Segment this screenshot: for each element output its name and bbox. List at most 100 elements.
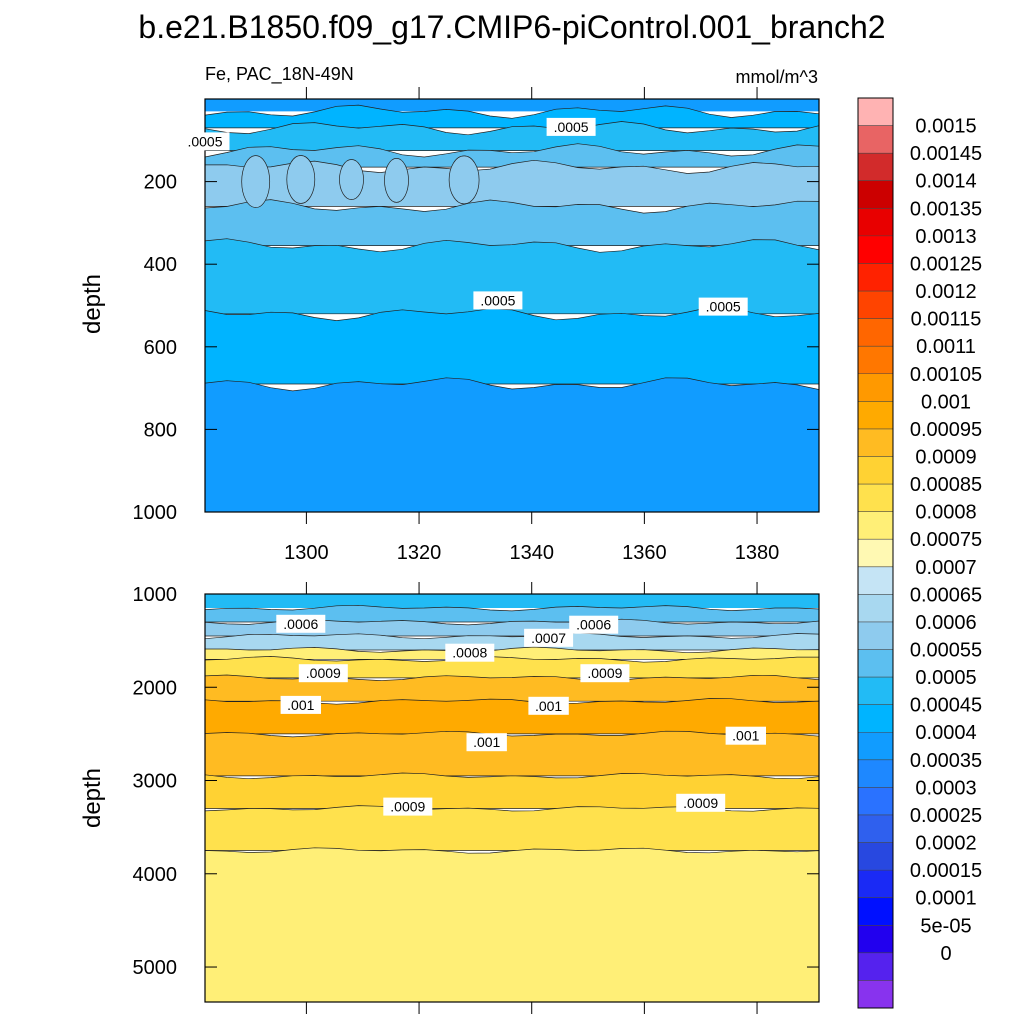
contour-label-bg bbox=[698, 297, 748, 316]
colorbar-swatch bbox=[858, 539, 893, 568]
colorbar-swatch bbox=[858, 373, 893, 402]
contour-label-bg bbox=[383, 797, 433, 816]
contour-patch bbox=[448, 155, 480, 205]
contour-label-bg bbox=[180, 132, 230, 151]
contour-patch bbox=[384, 158, 409, 203]
x-tick-label: 1380 bbox=[735, 542, 780, 564]
colorbar-label: 0.00095 bbox=[910, 419, 982, 441]
colorbar-swatch bbox=[858, 566, 893, 595]
contour-label-bg bbox=[580, 664, 630, 683]
colorbar-swatch bbox=[858, 235, 893, 264]
colorbar-label: 0.0008 bbox=[915, 502, 976, 524]
contour-band bbox=[204, 730, 820, 777]
contour-band bbox=[204, 104, 820, 129]
contour-label: .0009 bbox=[306, 665, 341, 681]
contour-label: .0007 bbox=[531, 630, 566, 646]
contour-band bbox=[204, 604, 820, 623]
y-tick-label: 1000 bbox=[133, 584, 178, 606]
y-tick-label: 2000 bbox=[133, 677, 178, 699]
upper-depth-panel: 200 400 600 800 1000 1300 1320 1340 1360 1380 .000… bbox=[133, 87, 820, 564]
contour-patch bbox=[286, 155, 316, 204]
contour-band bbox=[204, 772, 820, 809]
contour-label-bg bbox=[676, 793, 726, 812]
colorbar-label: 0.0003 bbox=[915, 777, 976, 799]
colorbar-label: 0.00145 bbox=[910, 143, 982, 165]
figure-title: b.e21.B1850.f09_g17.CMIP6-piControl.001_… bbox=[138, 9, 885, 45]
colorbar-label: 0.0005 bbox=[915, 667, 976, 689]
colorbar-swatch bbox=[858, 180, 893, 209]
contour-band bbox=[205, 99, 819, 112]
colorbar-swatch bbox=[858, 208, 893, 237]
colorbar-label: 0.00115 bbox=[911, 309, 982, 331]
contour-label-bg bbox=[276, 614, 326, 633]
contour-label: .001 bbox=[732, 728, 759, 744]
colorbar-label: 0.0007 bbox=[915, 557, 976, 579]
colorbar-swatch bbox=[858, 870, 893, 898]
contour-patch bbox=[339, 159, 364, 200]
contour-label: .0005 bbox=[187, 133, 222, 149]
contour-label-bg bbox=[725, 726, 766, 745]
colorbar-swatch bbox=[858, 897, 893, 926]
y-axis-label-upper: depth bbox=[79, 274, 106, 334]
colorbar-swatch bbox=[858, 291, 893, 319]
colorbar-label: 0.00035 bbox=[910, 750, 982, 772]
contour-label-bg bbox=[528, 696, 569, 715]
colorbar-label: 0.00065 bbox=[910, 584, 982, 606]
colorbar-swatch bbox=[858, 346, 893, 375]
colorbar-label: 0.0001 bbox=[915, 888, 976, 910]
contour-label: .001 bbox=[473, 734, 500, 750]
contour-label: .0005 bbox=[554, 119, 589, 135]
colorbar-label: 0.0011 bbox=[916, 336, 976, 358]
contour-label-bg bbox=[569, 615, 619, 634]
contour-label-bg bbox=[466, 733, 507, 752]
colorbar-swatch bbox=[858, 98, 893, 126]
colorbar-swatch bbox=[858, 952, 893, 981]
contour-band bbox=[204, 847, 820, 1003]
contour-label-bg bbox=[280, 695, 321, 714]
colorbar-swatch bbox=[858, 842, 893, 871]
colorbar-label: 0.0009 bbox=[915, 447, 976, 469]
colorbar-swatch bbox=[858, 318, 893, 347]
contour-label-bg bbox=[445, 643, 495, 662]
colorbar-swatch bbox=[858, 677, 893, 705]
colorbar-label: 0.0015 bbox=[915, 116, 976, 138]
colorbar-swatch bbox=[858, 759, 893, 788]
contour-label: .001 bbox=[535, 698, 562, 714]
colorbar-swatch bbox=[858, 428, 893, 457]
y-tick-label: 600 bbox=[144, 337, 177, 359]
y-tick-label: 4000 bbox=[133, 864, 178, 886]
colorbar-label: 0.00075 bbox=[910, 529, 982, 551]
x-tick-label: 1340 bbox=[509, 542, 554, 564]
colorbar-swatch bbox=[858, 925, 893, 954]
colorbar-swatch bbox=[858, 621, 893, 650]
contour-band bbox=[204, 656, 820, 679]
colorbar-swatch bbox=[858, 511, 893, 540]
colorbar-label: 0.0006 bbox=[915, 612, 976, 634]
colorbar-label: 0.00055 bbox=[910, 640, 982, 662]
colorbar-swatch bbox=[858, 787, 893, 816]
y-tick-label: 400 bbox=[144, 254, 177, 276]
contour-band bbox=[204, 377, 820, 513]
colorbar-swatch bbox=[858, 594, 893, 623]
contour-label: .0009 bbox=[587, 665, 622, 681]
contour-band bbox=[204, 121, 820, 151]
colorbar-label: 0.00025 bbox=[910, 805, 982, 827]
y-axis-label-lower: depth bbox=[79, 768, 106, 828]
contour-band bbox=[204, 805, 820, 851]
colorbar-swatch bbox=[858, 456, 893, 485]
y-tick-label: 5000 bbox=[133, 957, 178, 979]
colorbar-label: 0 bbox=[940, 943, 951, 965]
contour-label: .0006 bbox=[576, 617, 611, 633]
colorbar-label: 0.0014 bbox=[915, 171, 976, 193]
x-tick-label: 1360 bbox=[622, 542, 667, 564]
colorbar-label: 0.001 bbox=[921, 391, 971, 413]
colorbar-label: 0.00045 bbox=[910, 695, 982, 717]
colorbar-swatch bbox=[858, 732, 893, 761]
colorbar-swatch bbox=[858, 704, 893, 733]
colorbar-label: 5e-05 bbox=[920, 915, 971, 937]
contour-label: .001 bbox=[287, 697, 314, 713]
units-label: mmol/m^3 bbox=[736, 67, 818, 87]
contour-label: .0006 bbox=[283, 616, 318, 632]
variable-label: Fe, PAC_18N-49N bbox=[205, 64, 354, 85]
